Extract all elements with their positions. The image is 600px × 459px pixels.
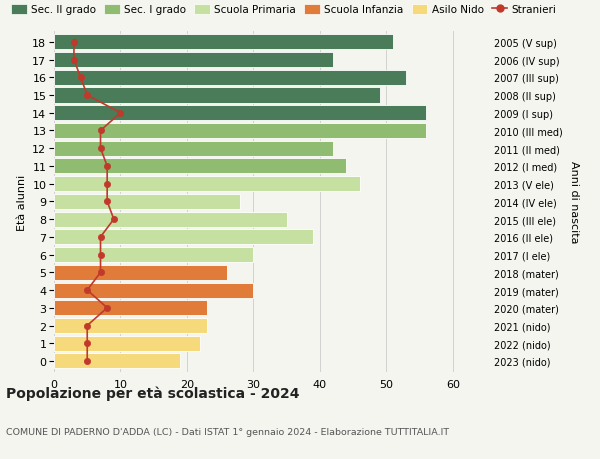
Bar — [54, 353, 180, 369]
Bar — [54, 141, 333, 157]
Bar — [54, 336, 200, 351]
Text: Popolazione per età scolastica - 2024: Popolazione per età scolastica - 2024 — [6, 386, 299, 400]
Bar — [54, 230, 313, 245]
Bar — [54, 318, 207, 333]
Bar — [54, 159, 346, 174]
Bar — [54, 123, 426, 139]
Text: COMUNE DI PADERNO D'ADDA (LC) - Dati ISTAT 1° gennaio 2024 - Elaborazione TUTTIT: COMUNE DI PADERNO D'ADDA (LC) - Dati IST… — [6, 427, 449, 436]
Y-axis label: Anni di nascita: Anni di nascita — [569, 161, 579, 243]
Y-axis label: Età alunni: Età alunni — [17, 174, 26, 230]
Bar — [54, 88, 380, 103]
Bar — [54, 195, 240, 209]
Bar — [54, 301, 207, 316]
Bar — [54, 71, 406, 86]
Legend: Sec. II grado, Sec. I grado, Scuola Primaria, Scuola Infanzia, Asilo Nido, Stran: Sec. II grado, Sec. I grado, Scuola Prim… — [11, 5, 557, 16]
Bar — [54, 247, 253, 263]
Bar — [54, 177, 360, 192]
Bar — [54, 35, 393, 50]
Bar — [54, 265, 227, 280]
Bar — [54, 106, 426, 121]
Bar — [54, 53, 333, 68]
Bar — [54, 283, 253, 298]
Bar — [54, 212, 287, 227]
